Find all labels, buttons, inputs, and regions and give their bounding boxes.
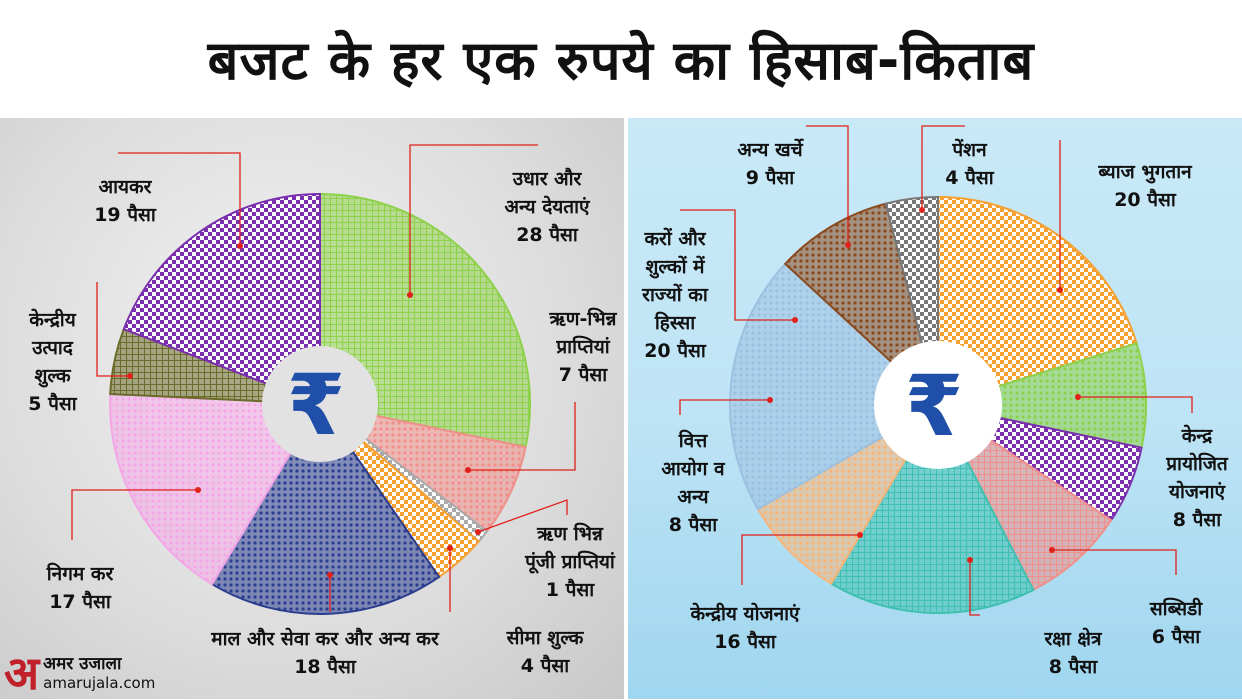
- slice-label: केन्द्रीय योजनाएं 16 पैसा: [690, 603, 800, 653]
- leader-dot: [919, 207, 925, 213]
- logo-name: अमर उजाला: [43, 654, 122, 674]
- leader-dot: [407, 292, 413, 298]
- page-title: बजट के हर एक रुपये का हिसाब-किताब: [207, 28, 1035, 92]
- leader-line: [921, 125, 965, 210]
- slice-label: माल और सेवा कर और अन्य कर 18 पैसा: [211, 628, 439, 678]
- rupee-icon: ₹: [287, 356, 345, 454]
- slice-label: ऋण भिन्न पूंजी प्राप्तियां 1 पैसा: [525, 523, 615, 601]
- pie-center-hole: [874, 341, 1002, 469]
- leader-line: [468, 402, 576, 471]
- leader-dot: [845, 242, 851, 248]
- expenditure-pie-chart: ₹: [679, 125, 1193, 616]
- leader-dot: [857, 532, 863, 538]
- leader-dot: [967, 557, 973, 563]
- income-pie-chart: ₹: [71, 144, 576, 615]
- pie-slice: [937, 195, 1138, 407]
- pie-slice: [729, 262, 940, 511]
- leader-line: [409, 144, 538, 295]
- leader-dot: [792, 317, 798, 323]
- leader-dot: [767, 397, 773, 403]
- slice-label: करों और शुल्कों में राज्यों का हिस्सा 20…: [642, 228, 708, 362]
- leader-dot: [1049, 547, 1055, 553]
- slice-label: ब्याज भुगतान 20 पैसा: [1098, 161, 1192, 211]
- slice-label: निगम कर 17 पैसा: [46, 563, 114, 613]
- leader-line: [741, 534, 860, 585]
- slice-label: सब्सिडी 6 पैसा: [1149, 598, 1203, 648]
- leader-line: [118, 152, 241, 246]
- leader-line: [969, 560, 980, 616]
- leader-line: [477, 499, 568, 533]
- slice-label: केन्द्र प्रायोजित योजनाएं 8 पैसा: [1166, 425, 1228, 531]
- slice-label: अन्य खर्चे 9 पैसा: [737, 139, 803, 189]
- slice-label: पेंशन 4 पैसा: [945, 139, 994, 189]
- pie-slice: [122, 192, 321, 406]
- slice-label: वित्त आयोग व अन्य 8 पैसा: [661, 430, 725, 536]
- pie-slice: [934, 341, 1147, 449]
- leader-dot: [237, 243, 243, 249]
- slice-label: ऋण-भिन्न प्राप्तियां 7 पैसा: [549, 308, 617, 386]
- slice-label: रक्षा क्षेत्र 8 पैसा: [1044, 628, 1102, 678]
- leader-dot: [1057, 287, 1063, 293]
- pie-slice: [210, 402, 441, 615]
- leader-dot: [465, 467, 471, 473]
- leader-dot: [447, 545, 453, 551]
- leader-dot: [1075, 394, 1081, 400]
- slice-label: सीमा शुल्क 4 पैसा: [506, 627, 584, 677]
- leader-line: [680, 209, 795, 321]
- logo-mark: अ: [4, 646, 40, 700]
- leader-dot: [475, 529, 481, 535]
- pie-center-hole: [262, 346, 378, 462]
- leader-dot: [327, 572, 333, 578]
- leader-line: [806, 125, 849, 245]
- logo-text: अमर उजाला amarujala.com: [43, 654, 155, 692]
- slice-label: उधार और अन्य देयताएं 28 पैसा: [504, 168, 590, 246]
- slice-label: आयकर 19 पैसा: [94, 176, 156, 226]
- leader-line: [71, 489, 198, 540]
- rupee-icon: ₹: [905, 357, 963, 455]
- pie-slice: [829, 402, 1035, 614]
- logo-url: amarujala.com: [43, 674, 156, 692]
- leader-line: [96, 282, 130, 377]
- slice-label: केन्द्रीय उत्पाद शुल्क 5 पैसा: [28, 309, 77, 415]
- leader-line: [1052, 549, 1177, 575]
- amar-ujala-logo: अ अमर उजाला amarujala.com: [4, 650, 155, 696]
- leader-line: [1078, 396, 1193, 413]
- pie-slice: [109, 392, 322, 586]
- leader-dot: [195, 487, 201, 493]
- leader-line: [679, 399, 770, 415]
- leader-dot: [127, 373, 133, 379]
